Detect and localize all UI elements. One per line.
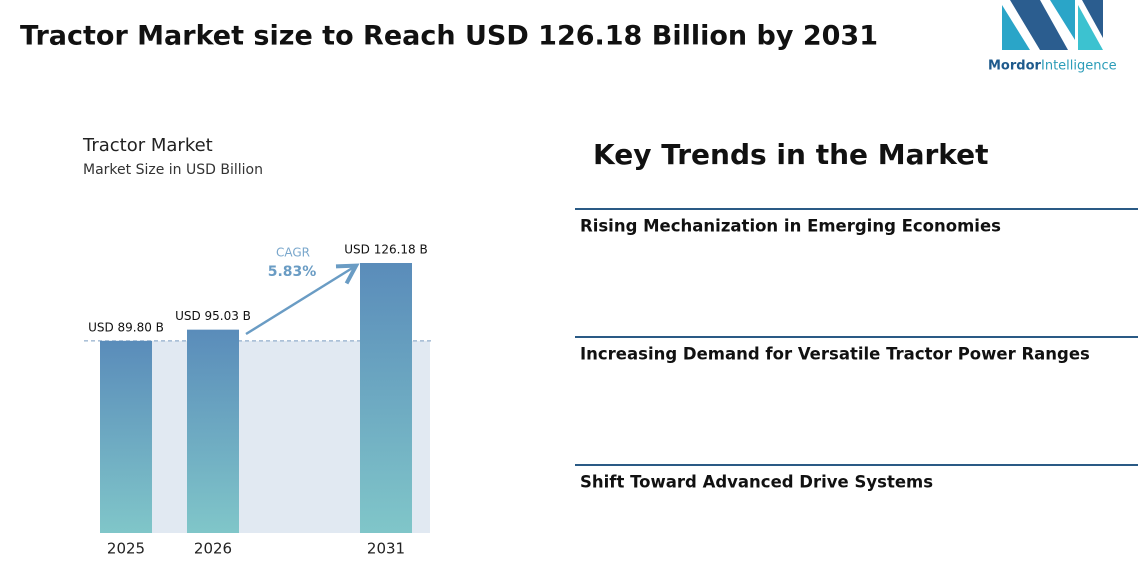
page-title: Tractor Market size to Reach USD 126.18 … — [20, 21, 878, 52]
x-tick-label: 2025 — [107, 540, 145, 558]
chart-subtitle: Market Size in USD Billion — [83, 162, 263, 178]
value-label: USD 89.80 B — [88, 320, 164, 334]
trend-item: Rising Mechanization in Emerging Economi… — [580, 217, 1001, 236]
x-tick-label: 2026 — [194, 540, 232, 558]
trends-title: Key Trends in the Market — [593, 138, 989, 171]
cagr-label: CAGR — [276, 246, 310, 260]
logo-suffix: Intelligence — [1041, 59, 1117, 74]
value-label: USD 95.03 B — [175, 309, 251, 323]
logo-brand: Mordor — [988, 59, 1042, 74]
logo: Mordor Intelligence — [988, 0, 1117, 74]
bar — [100, 340, 152, 533]
trend-item: Increasing Demand for Versatile Tractor … — [580, 345, 1090, 364]
value-label: USD 126.18 B — [344, 243, 428, 257]
chart-title: Tractor Market — [82, 135, 213, 156]
x-tick-label: 2031 — [367, 540, 405, 558]
bar — [187, 329, 239, 533]
trend-item: Shift Toward Advanced Drive Systems — [580, 473, 933, 492]
cagr-value: 5.83% — [268, 264, 317, 280]
cagr-arrow — [245, 263, 360, 336]
bar — [360, 263, 412, 533]
